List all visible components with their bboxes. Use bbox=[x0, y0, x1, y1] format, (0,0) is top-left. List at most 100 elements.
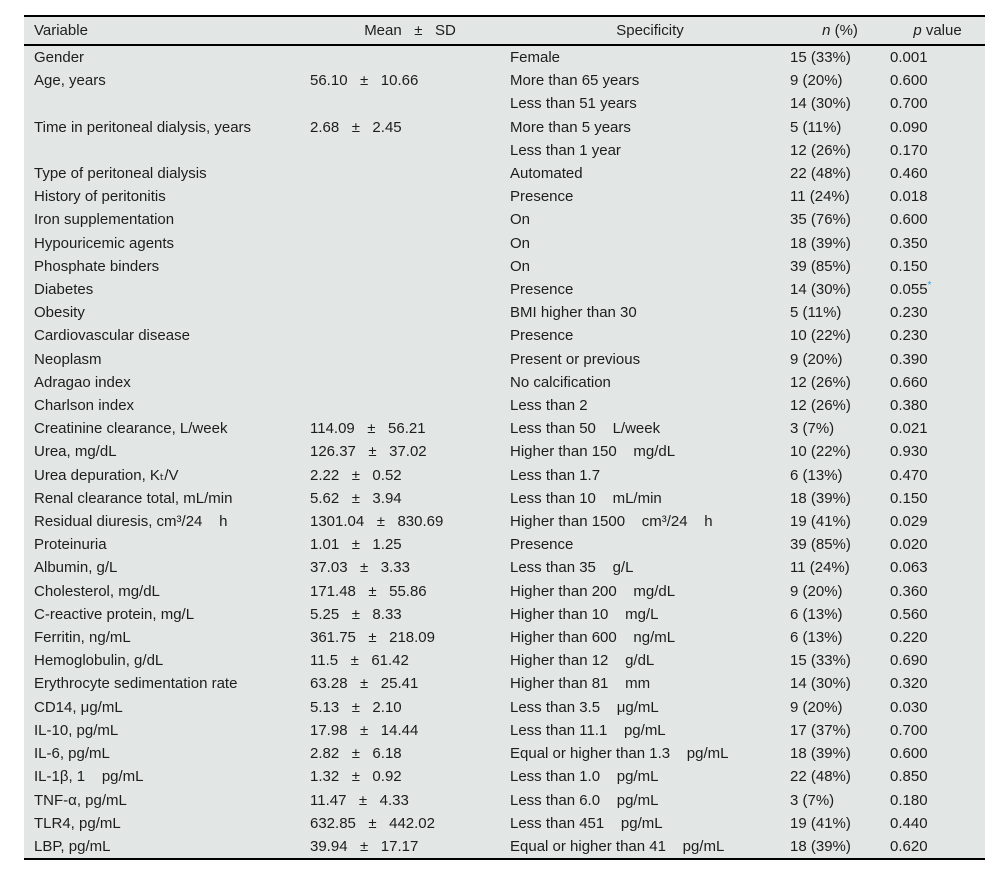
p-value-cell: 0.063 bbox=[890, 556, 985, 579]
n-percent-cell: 14 (30%) bbox=[790, 281, 851, 299]
table-row: Hemoglobulin, g/dL 11.5 ± 61.42 Higher t… bbox=[24, 649, 985, 672]
mean-sd-cell: 114.09 ± 56.21 bbox=[310, 420, 426, 438]
variable-cell: IL-6, pg/mL bbox=[34, 745, 110, 763]
variable-cell: LBP, pg/mL bbox=[34, 837, 111, 855]
p-value-text: 0.470 bbox=[890, 466, 928, 484]
col-header-n-percent: n (%) bbox=[790, 16, 890, 46]
specificity-cell: Higher than 200 mg/dL bbox=[510, 582, 676, 600]
p-value-cell: 0.230 bbox=[890, 301, 985, 324]
n-percent-cell: 6 (13%) bbox=[790, 605, 843, 623]
specificity-cell: Higher than 150 mg/dL bbox=[510, 443, 676, 461]
n-percent-cell: 3 (7%) bbox=[790, 420, 835, 438]
n-percent-cell: 19 (41%) bbox=[790, 814, 851, 832]
table-row: Urea depuration, Kₜ/V 2.22 ± 0.52 Less t… bbox=[24, 464, 985, 487]
n-percent-cell: 39 (85%) bbox=[790, 257, 851, 275]
specificity-cell: More than 65 years bbox=[510, 72, 640, 90]
variable-cell: Proteinuria bbox=[34, 536, 107, 554]
results-table: Variable Mean ± SD Specificity n (%) p v… bbox=[24, 15, 985, 861]
n-percent-cell: 14 (30%) bbox=[790, 675, 851, 693]
variable-cell: Cholesterol, mg/dL bbox=[34, 582, 160, 600]
mean-sd-cell bbox=[310, 208, 510, 231]
p-value-cell: 0.220 bbox=[890, 626, 985, 649]
specificity-cell: No calcification bbox=[510, 373, 611, 391]
n-percent-cell: 14 (30%) bbox=[790, 95, 851, 113]
specificity-cell: Presence bbox=[510, 536, 574, 554]
specificity-cell: Less than 1 year bbox=[510, 141, 621, 159]
specificity-cell: Female bbox=[510, 49, 561, 66]
mean-sd-cell bbox=[310, 139, 510, 162]
variable-cell: Residual diuresis, cm³/24 h bbox=[34, 513, 228, 531]
p-value-cell: 0.660 bbox=[890, 371, 985, 394]
variable-cell: Creatinine clearance, L/week bbox=[34, 420, 228, 438]
table-body: Gender Female 15 (33%) 0.001 Age, years … bbox=[24, 45, 985, 859]
mean-sd-cell: 5.25 ± 8.33 bbox=[310, 605, 402, 623]
p-value-text: 0.220 bbox=[890, 629, 928, 647]
p-value-cell: 0.018 bbox=[890, 185, 985, 208]
mean-sd-cell bbox=[310, 394, 510, 417]
p-value-cell: 0.180 bbox=[890, 789, 985, 812]
p-value-text: 0.030 bbox=[890, 698, 928, 716]
n-percent-cell: 15 (33%) bbox=[790, 49, 851, 66]
n-percent-cell: 6 (13%) bbox=[790, 466, 843, 484]
specificity-cell: On bbox=[510, 211, 531, 229]
variable-cell: Charlson index bbox=[34, 397, 135, 415]
n-percent-cell: 12 (26%) bbox=[790, 373, 851, 391]
p-value-cell: 0.690 bbox=[890, 649, 985, 672]
mean-sd-cell bbox=[310, 232, 510, 255]
variable-cell bbox=[24, 92, 310, 115]
variable-cell: Albumin, g/L bbox=[34, 559, 118, 577]
n-percent-cell: 12 (26%) bbox=[790, 141, 851, 159]
p-value-text: 0.320 bbox=[890, 675, 928, 693]
variable-cell: C-reactive protein, mg/L bbox=[34, 605, 195, 623]
p-value-text: 0.560 bbox=[890, 605, 928, 623]
p-value-text: 0.090 bbox=[890, 118, 928, 136]
table-row: Gender Female 15 (33%) 0.001 bbox=[24, 45, 985, 69]
table-header: Variable Mean ± SD Specificity n (%) p v… bbox=[24, 16, 985, 46]
specificity-cell: Less than 10 mL/min bbox=[510, 489, 662, 507]
specificity-cell: Presence bbox=[510, 188, 574, 206]
header-row: Variable Mean ± SD Specificity n (%) p v… bbox=[24, 16, 985, 46]
p-value-cell: 0.390 bbox=[890, 348, 985, 371]
variable-cell: History of peritonitis bbox=[34, 188, 166, 206]
table-row: Ferritin, ng/mL 361.75 ± 218.09 Higher t… bbox=[24, 626, 985, 649]
p-value-cell: 0.350 bbox=[890, 232, 985, 255]
variable-cell: Time in peritoneal dialysis, years bbox=[34, 118, 252, 136]
table-row: Erythrocyte sedimentation rate 63.28 ± 2… bbox=[24, 672, 985, 695]
variable-cell: Hemoglobulin, g/dL bbox=[34, 652, 164, 670]
n-percent-cell: 15 (33%) bbox=[790, 652, 851, 670]
variable-cell: Phosphate binders bbox=[34, 257, 160, 275]
mean-sd-cell: 2.22 ± 0.52 bbox=[310, 466, 402, 484]
n-percent-cell: 19 (41%) bbox=[790, 513, 851, 531]
n-italic-label: n bbox=[822, 22, 831, 39]
p-value-text: 0.600 bbox=[890, 72, 928, 90]
p-value-cell: 0.440 bbox=[890, 812, 985, 835]
n-percent-cell: 22 (48%) bbox=[790, 768, 851, 786]
n-percent-cell: 35 (76%) bbox=[790, 211, 851, 229]
p-value-text: 0.390 bbox=[890, 350, 928, 368]
specificity-cell: Higher than 12 g/dL bbox=[510, 652, 655, 670]
mean-sd-cell bbox=[310, 255, 510, 278]
variable-cell: Hypouricemic agents bbox=[34, 234, 175, 252]
results-table-container: Variable Mean ± SD Specificity n (%) p v… bbox=[24, 15, 985, 861]
mean-sd-cell: 632.85 ± 442.02 bbox=[310, 814, 435, 832]
mean-sd-cell: 56.10 ± 10.66 bbox=[310, 72, 419, 90]
p-value-text: 0.055 bbox=[890, 281, 928, 299]
specificity-cell: Less than 35 g/L bbox=[510, 559, 634, 577]
p-value-cell: 0.560 bbox=[890, 603, 985, 626]
specificity-cell: Higher than 10 mg/L bbox=[510, 605, 659, 623]
p-value-text: 0.150 bbox=[890, 257, 928, 275]
variable-cell: Urea, mg/dL bbox=[34, 443, 117, 461]
mean-sd-cell: 126.37 ± 37.02 bbox=[310, 443, 427, 461]
mean-sd-cell bbox=[310, 324, 510, 347]
p-value-text: 0.063 bbox=[890, 559, 928, 577]
p-italic-label: p bbox=[913, 22, 922, 39]
p-value-cell: 0.600 bbox=[890, 208, 985, 231]
specificity-cell: Automated bbox=[510, 165, 583, 183]
p-value-cell: 0.055* bbox=[890, 278, 985, 301]
specificity-cell: On bbox=[510, 257, 531, 275]
p-value-cell: 0.380 bbox=[890, 394, 985, 417]
specificity-cell: Less than 3.5 μg/mL bbox=[510, 698, 659, 716]
p-value-text: 0.930 bbox=[890, 443, 928, 461]
mean-sd-cell: 171.48 ± 55.86 bbox=[310, 582, 427, 600]
mean-sd-cell bbox=[310, 371, 510, 394]
